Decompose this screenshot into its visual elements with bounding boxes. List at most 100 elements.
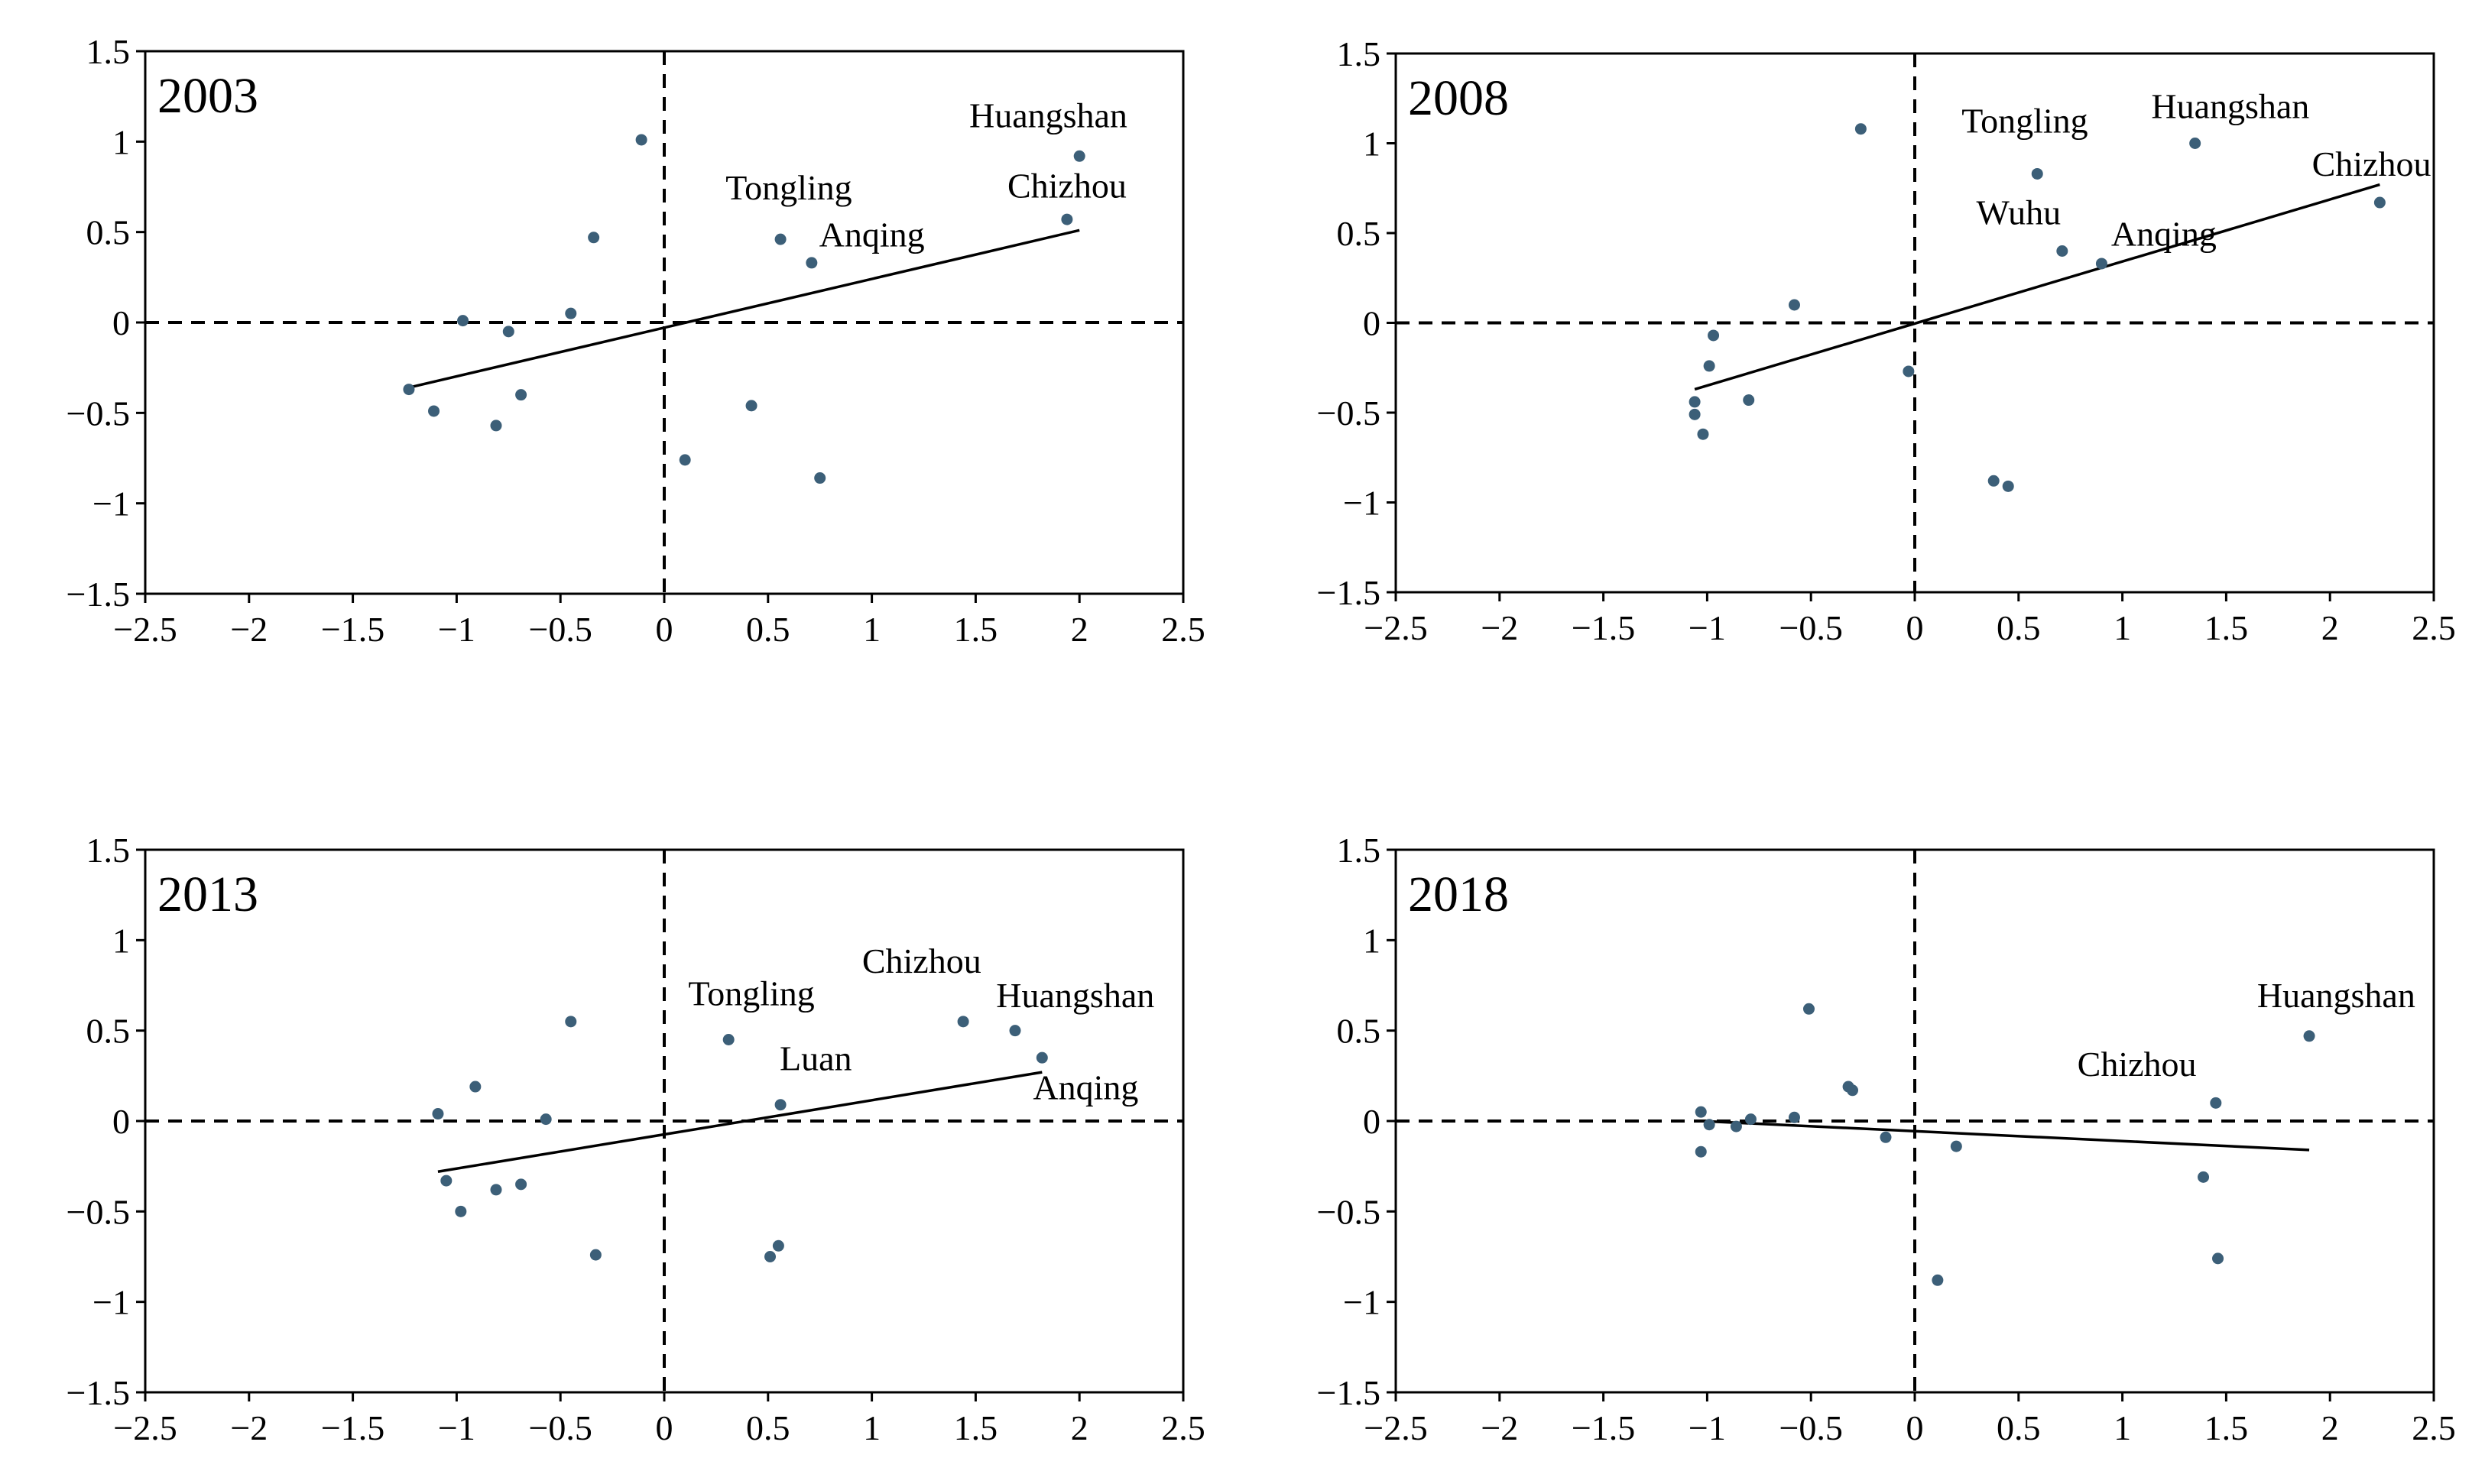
data-point [565,1016,577,1028]
panel-2018: −2.5 −2 −1.5 −1 −0.5 0 0.5 1 1.5 2 2.5 −1.5 −1 −0.5 0 0… [1317,831,2456,1447]
y-tick-label: 1.5 [86,831,131,870]
x-tick-label: −1 [1689,608,1726,647]
data-point [679,454,691,466]
city-label: Huangshan [969,96,1127,134]
x-tick-label: −2 [1481,1408,1518,1447]
data-point [515,389,527,401]
data-point [774,1099,787,1111]
y-tick-label: 1 [112,122,130,161]
data-point [1950,1140,1962,1152]
data-point [1932,1274,1944,1286]
data-point [2373,196,2386,209]
y-tick-label: −0.5 [67,1192,130,1231]
y-tick-label: 1.5 [1337,831,1381,870]
y-tick-label: 1 [1363,921,1380,960]
x-tick-label: −2.5 [113,1408,177,1447]
city-label: Anqing [1033,1068,1138,1107]
city-label: Huangshan [2151,87,2309,126]
x-tick-label: 1 [863,1408,881,1447]
y-tick-label: 1.5 [1337,34,1381,73]
x-tick-label: 2 [2321,608,2339,647]
trendline [1694,183,2380,391]
data-point [1854,123,1867,135]
y-tick-label: −1.5 [67,1373,130,1412]
data-point [455,1205,467,1217]
x-tick-label: −0.5 [528,1408,592,1447]
y-tick-label: 0 [112,303,130,342]
data-point [457,315,469,327]
city-label: Luan [780,1039,852,1078]
panel-2008: −2.5 −2 −1.5 −1 −0.5 0 0.5 1 1.5 2 2.5 −1.5 −1 −0.5 0 0… [1317,34,2456,647]
y-tick-label: −1.5 [1317,573,1380,612]
x-tick-label: 2.5 [1161,1408,1205,1447]
city-label: Tongling [725,168,852,207]
x-tick-label: 1.5 [954,610,998,649]
data-point [1695,1106,1707,1118]
year-label: 2008 [1408,70,1509,126]
x-tick-label: −0.5 [1779,608,1842,647]
data-point [1880,1131,1892,1143]
x-tick-label: −2.5 [1364,1408,1427,1447]
x-tick-label: 0 [1906,608,1924,647]
y-tick-label: −1 [92,484,130,523]
data-point [1689,396,1701,408]
x-tick-label: 1 [863,610,881,649]
x-tick-label: 0.5 [746,1408,790,1447]
x-tick-label: 2.5 [2412,1408,2456,1447]
x-tick-label: 2.5 [2412,608,2456,647]
data-point [1061,213,1073,225]
data-point [1697,428,1709,440]
data-point [1903,365,1915,377]
data-point [1695,1145,1707,1158]
city-label: Tongling [1961,101,2088,140]
x-tick-label: 1.5 [954,1408,998,1447]
x-tick-label: −2 [230,1408,268,1447]
y-tick-label: 0.5 [1337,1012,1381,1051]
panel-2013: −2.5 −2 −1.5 −1 −0.5 0 0.5 1 1.5 2 2.5 −1.5 −1 −0.5 0 0… [67,831,1205,1447]
data-point [1730,1120,1742,1132]
data-point [1788,1111,1800,1123]
data-point [515,1178,527,1191]
data-point [1073,150,1085,162]
y-tick-label: 1 [1363,125,1380,164]
data-point [565,307,577,319]
data-point [1703,1119,1715,1131]
x-tick-label: 1.5 [2204,608,2249,647]
data-point [2002,480,2014,492]
y-tick-label: 0 [112,1102,130,1141]
data-point [764,1251,777,1262]
data-point [806,257,818,269]
city-label: Chizhou [2078,1045,2197,1084]
x-tick-label: 1.5 [2204,1408,2249,1447]
data-point [1743,394,1755,407]
x-tick-label: −1.5 [1572,608,1635,647]
year-label: 2018 [1408,867,1509,922]
city-label: Huangshan [996,976,1154,1015]
x-tick-label: 0 [656,610,673,649]
data-point [1744,1113,1757,1126]
data-point [490,1184,502,1196]
y-tick-label: 0 [1363,1102,1380,1141]
x-tick-label: 1 [2114,1408,2131,1447]
x-tick-label: 0 [1906,1408,1924,1447]
trendline [1701,1119,2310,1152]
data-point [490,420,502,432]
y-tick-label: −1.5 [67,575,130,614]
y-tick-label: 0.5 [86,213,131,252]
x-tick-label: 2 [1071,1408,1088,1447]
data-point [1009,1025,1021,1037]
trendline [408,228,1080,389]
x-tick-label: −2.5 [113,610,177,649]
y-tick-label: −1 [92,1283,130,1322]
y-tick-label: −1.5 [1317,1373,1380,1412]
x-tick-label: 2 [2321,1408,2339,1447]
data-point [635,134,647,146]
data-point [814,472,826,484]
x-tick-label: 2.5 [1161,610,1205,649]
x-tick-label: 0.5 [746,610,790,649]
data-point [432,1108,444,1120]
year-label: 2013 [157,867,258,922]
data-point [1788,299,1800,311]
x-tick-label: −0.5 [1779,1408,1842,1447]
data-point [403,384,415,396]
